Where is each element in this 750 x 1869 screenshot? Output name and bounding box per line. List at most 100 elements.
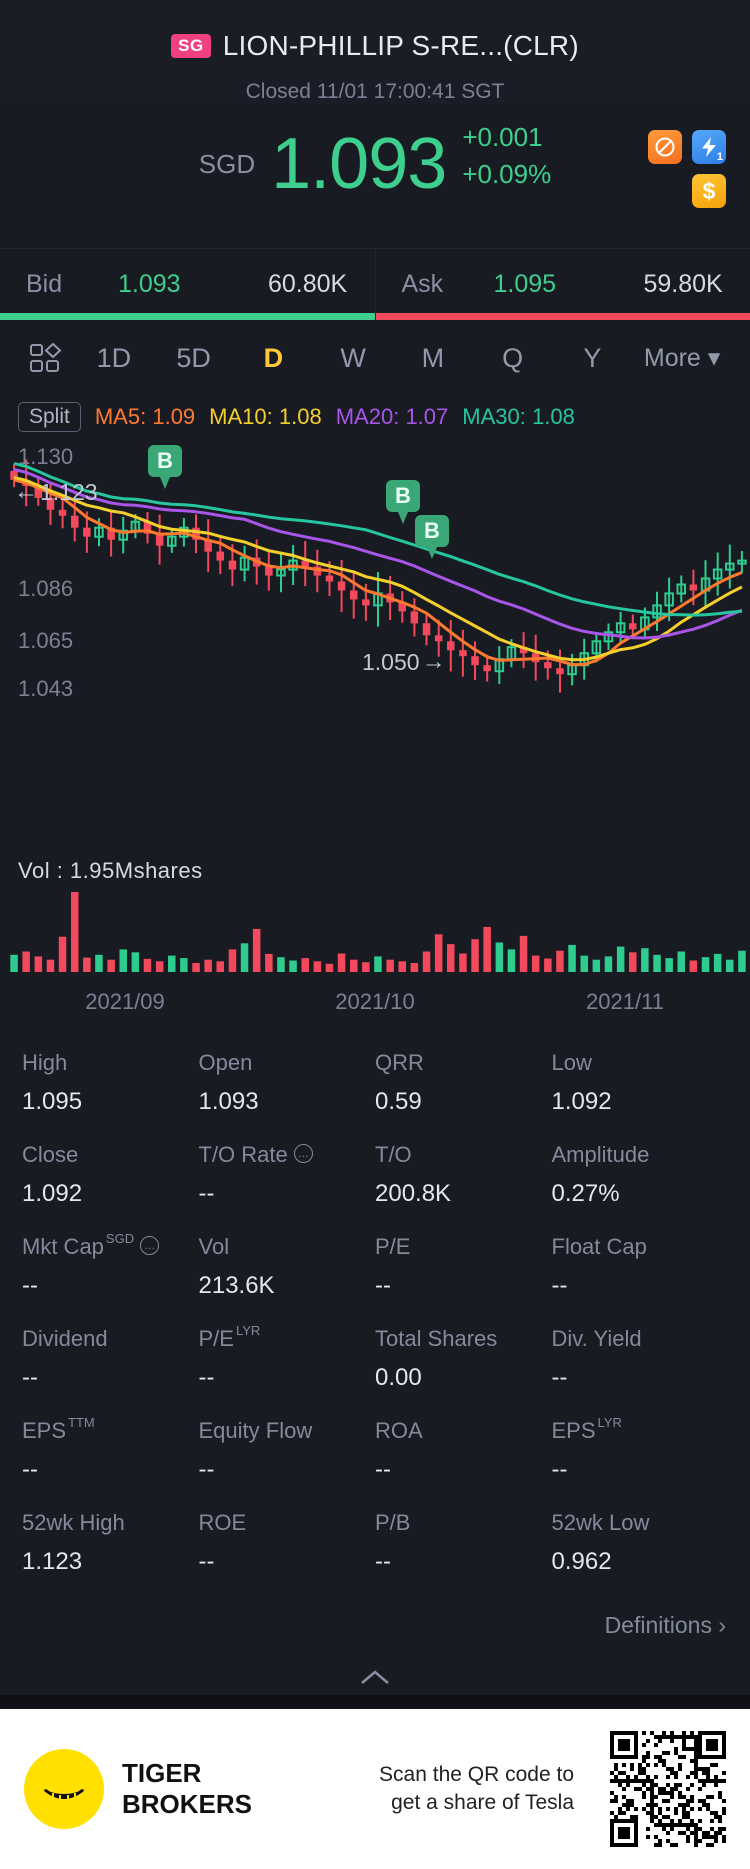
stat-value: 0.962 — [551, 1548, 612, 1575]
stat-value: 1.123 — [22, 1548, 83, 1575]
stat-value: 213.6K — [198, 1272, 275, 1299]
no-short-selling-icon[interactable] — [648, 130, 682, 164]
stat-label: Dividend — [22, 1326, 108, 1351]
ma5-legend: MA5: 1.09 — [94, 404, 196, 429]
stat-value: -- — [198, 1548, 215, 1575]
stat-label: Equity Flow — [198, 1418, 313, 1443]
qr-code[interactable] — [610, 1731, 726, 1847]
quote-header: SG LION-PHILLIP S-RE...(CLR) Closed 11/0… — [0, 0, 750, 104]
stat-pe-lyr: P/E LYR -- — [198, 1323, 376, 1392]
stat-superscript: LYR — [235, 1323, 261, 1338]
stat-div-yield: Div. Yield -- — [552, 1326, 729, 1392]
page-title: LION-PHILLIP S-RE...(CLR) — [222, 30, 579, 61]
change-percent: +0.09% — [462, 159, 552, 189]
stat-label: 52wk Low — [551, 1510, 650, 1535]
ask-size: 59.80K — [643, 270, 723, 298]
lightning-icon[interactable]: 1 — [692, 130, 726, 164]
promo-footer: TIGER BROKERS Scan the QR code to get a … — [0, 1709, 750, 1869]
definitions-link[interactable]: Definitions › — [604, 1612, 726, 1638]
market-status: Closed 11/01 17:00:41 SGT — [245, 80, 505, 103]
stat-vol: Vol 213.6K — [199, 1234, 376, 1300]
tab-w[interactable]: W — [340, 342, 366, 373]
volume-label: Vol : 1.95Mshares — [18, 858, 203, 883]
ma10-legend: MA10: 1.08 — [209, 404, 322, 429]
chart-layout-grid-icon[interactable] — [18, 342, 74, 374]
currency-label: SGD — [198, 149, 256, 179]
collapse-chevron-icon[interactable] — [0, 1639, 750, 1717]
stat-pb: P/B -- — [375, 1510, 552, 1576]
stat-label: 52wk High — [22, 1510, 125, 1535]
tab-d[interactable]: D — [263, 342, 284, 373]
stat-label: P/B — [375, 1510, 411, 1535]
stat-low: Low 1.092 — [552, 1050, 729, 1116]
stat-52wk-high: 52wk High 1.123 — [22, 1510, 199, 1576]
ask-label: Ask — [401, 270, 444, 298]
stat-value: -- — [22, 1272, 38, 1299]
tab-q[interactable]: Q — [502, 342, 524, 373]
stat-52wk-low: 52wk Low 0.962 — [552, 1510, 729, 1576]
stat-value: -- — [551, 1456, 568, 1483]
y-tick-3: 1.043 — [18, 676, 74, 701]
stat-label: P/E — [198, 1326, 234, 1351]
stat-value: 1.092 — [551, 1088, 612, 1115]
statistics-grid: High 1.095 Open 1.093 QRR 0.59 Low 1.092… — [0, 1028, 750, 1576]
stat-eps-lyr: EPS LYR -- — [551, 1415, 729, 1484]
low-price-marker: 1.050 → — [362, 648, 446, 675]
stat-roa: ROA -- — [375, 1418, 552, 1484]
stat-label: Mkt Cap — [22, 1234, 104, 1259]
stat-qrr: QRR 0.59 — [375, 1050, 552, 1116]
tab-1d[interactable]: 1D — [96, 342, 132, 373]
indicator-legend: Split MA5: 1.09 MA10: 1.08 MA20: 1.07 MA… — [0, 396, 750, 440]
stat-label: Close — [22, 1142, 79, 1167]
stat-value: -- — [198, 1180, 215, 1207]
stat-value: 1.095 — [22, 1088, 83, 1115]
x-tick-0: 2021/09 — [85, 989, 165, 1014]
promo-line-1: Scan the QR code to — [379, 1762, 574, 1786]
ask-volume-bar — [375, 313, 750, 320]
stat-value: 0.00 — [375, 1364, 422, 1391]
stat-label: High — [22, 1050, 68, 1075]
volume-bars — [10, 892, 746, 972]
y-tick-2: 1.065 — [18, 628, 74, 653]
change-absolute: +0.001 — [462, 122, 543, 152]
stats-row: Mkt Cap SGD … -- Vol 213.6K P/E -- Float C… — [22, 1231, 728, 1300]
footer-divider — [0, 1695, 750, 1709]
ma30-legend: MA30: 1.08 — [462, 404, 575, 429]
stat-label: Vol — [198, 1234, 230, 1259]
symbol-title-row[interactable]: SG LION-PHILLIP S-RE...(CLR) — [0, 24, 750, 68]
tab-m[interactable]: M — [421, 342, 445, 373]
stat-value: -- — [551, 1364, 568, 1391]
stat-label: EPS — [22, 1418, 67, 1443]
stat-value: 200.8K — [375, 1180, 452, 1207]
info-icon[interactable]: … — [140, 1236, 160, 1255]
stat-value: -- — [22, 1364, 38, 1391]
ask-column[interactable]: Ask 1.095 59.80K — [375, 249, 750, 320]
bid-label: Bid — [26, 270, 63, 298]
dollar-icon[interactable]: $ — [692, 174, 726, 208]
bid-price: 1.093 — [118, 270, 181, 298]
volume-chart[interactable] — [0, 884, 750, 976]
stat-eps-ttm: EPS TTM -- — [22, 1415, 199, 1484]
x-tick-2: 2021/11 — [586, 989, 664, 1014]
bid-column[interactable]: Bid 1.093 60.80K — [0, 249, 376, 320]
stat-label: Open — [198, 1050, 253, 1075]
stat-superscript: LYR — [597, 1415, 622, 1430]
stat-label: Float Cap — [551, 1234, 647, 1259]
date-axis: 2021/09 2021/10 2021/11 — [0, 976, 750, 1028]
stat-label: ROE — [198, 1510, 247, 1535]
tab-5d[interactable]: 5D — [176, 342, 211, 373]
stats-row: Close 1.092 T/O Rate … -- T/O 200.8K Ampl… — [22, 1142, 728, 1208]
split-button[interactable]: Split — [18, 402, 81, 432]
bid-size: 60.80K — [268, 270, 348, 298]
info-icon[interactable]: … — [293, 1144, 313, 1163]
tab-more[interactable]: More ▾ — [643, 344, 721, 372]
stats-row: EPS TTM -- Equity Flow -- ROA -- EPS LYR -… — [22, 1415, 729, 1484]
stat-amplitude: Amplitude 0.27% — [552, 1142, 729, 1208]
y-tick-1: 1.086 — [18, 576, 74, 601]
stat-superscript: TTM — [68, 1415, 95, 1430]
lightning-badge-count: 1 — [716, 151, 723, 163]
tab-y[interactable]: Y — [583, 342, 602, 373]
ask-price: 1.095 — [493, 270, 557, 298]
stat-to-rate: T/O Rate … -- — [199, 1142, 376, 1208]
